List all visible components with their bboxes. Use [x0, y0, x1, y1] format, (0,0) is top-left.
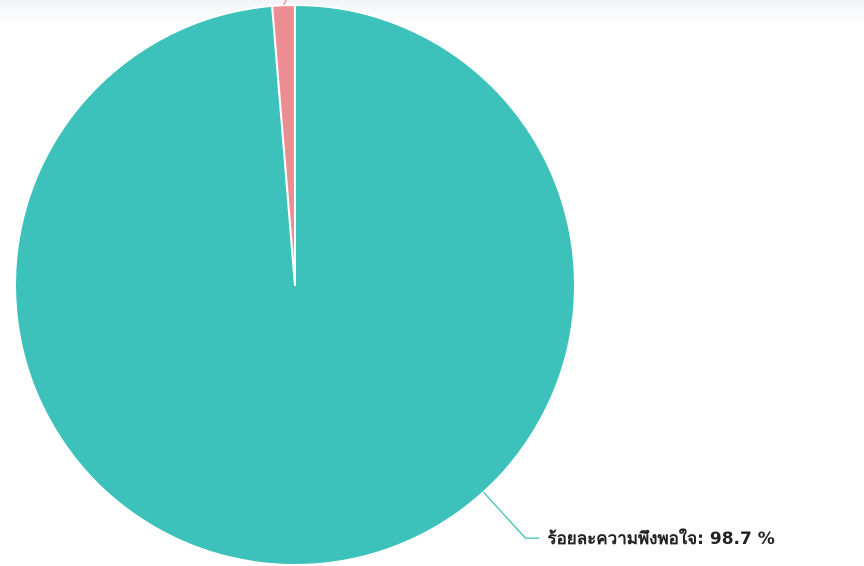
pie-slice-label-0: ร้อยละความพึงพอใจ: 98.7 %	[547, 528, 774, 549]
top-bar	[0, 0, 864, 26]
pie-leader-line-1	[282, 0, 287, 6]
pie-leader-line-0	[482, 491, 540, 539]
